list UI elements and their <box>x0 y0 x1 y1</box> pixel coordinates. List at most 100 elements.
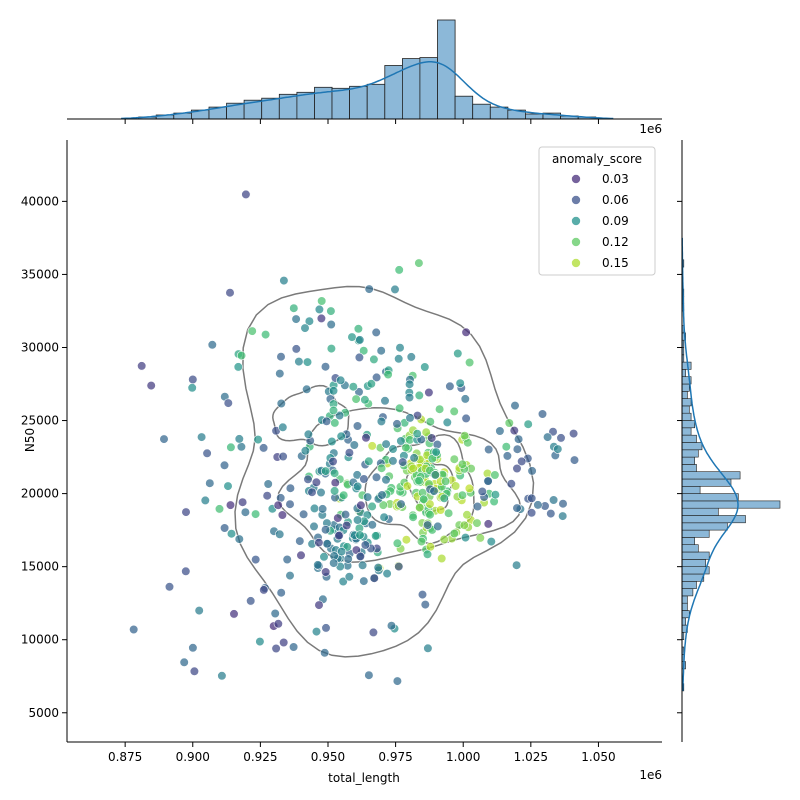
right-hist-bar <box>681 493 739 502</box>
right-hist-bar <box>681 559 706 568</box>
scatter-point <box>328 456 338 467</box>
scatter-point <box>377 490 387 500</box>
scatter-point <box>337 546 347 557</box>
scatter-point <box>380 396 390 406</box>
scatter-point <box>276 352 286 362</box>
scatter-point <box>327 436 337 447</box>
scatter-point <box>502 451 513 461</box>
scatter-point <box>329 558 339 568</box>
scatter-point <box>333 513 343 523</box>
y-tick-label: 40000 <box>21 194 59 208</box>
scatter-point <box>187 383 197 393</box>
scatter-point <box>422 549 433 559</box>
right-hist-bar <box>681 551 710 560</box>
scatter-point <box>381 439 391 449</box>
scatter-point <box>318 504 328 514</box>
scatter-point <box>344 448 355 458</box>
scatter-point <box>311 477 322 487</box>
scatter-point <box>347 332 357 342</box>
scatter-point <box>360 540 371 550</box>
scatter-point <box>304 316 315 326</box>
scatter-point <box>404 392 415 403</box>
scatter-point <box>275 369 285 379</box>
legend-title: anomaly_score <box>552 152 642 166</box>
scatter-point <box>377 463 387 473</box>
scatter-point <box>437 553 447 564</box>
legend-label: 0.15 <box>602 256 629 270</box>
scatter-point <box>495 426 505 436</box>
scatter-point <box>334 531 344 541</box>
scatter-point <box>197 432 207 442</box>
right-hist-bar <box>681 522 728 531</box>
scatter-point <box>247 326 257 336</box>
scatter-point <box>542 432 553 442</box>
scatter-point <box>548 495 559 505</box>
scatter-point <box>511 560 522 570</box>
scatter-point <box>376 416 387 427</box>
scatter-point <box>378 500 388 510</box>
legend-marker <box>571 258 581 268</box>
scatter-point <box>457 490 468 500</box>
right-hist-bar <box>681 369 686 377</box>
scatter-point <box>285 483 296 493</box>
scatter-point <box>220 523 230 533</box>
top-hist-bar <box>366 83 386 120</box>
scatter-point <box>321 623 331 633</box>
scatter-point <box>462 510 472 520</box>
right-hist-bar <box>681 507 719 516</box>
scatter-point <box>435 404 445 414</box>
right-hist-bar <box>681 361 692 370</box>
legend-marker <box>571 174 581 184</box>
scatter-point <box>296 550 306 560</box>
scatter-point <box>319 552 329 562</box>
top-hist-bar <box>437 19 456 120</box>
scatter-point <box>276 398 286 409</box>
scatter-point <box>425 510 435 520</box>
scatter-point <box>344 572 354 582</box>
scatter-point <box>569 455 580 465</box>
x-offset-label: 1e6 <box>639 768 662 782</box>
scatter-point <box>205 478 215 488</box>
scatter-point <box>369 354 379 365</box>
scatter-point <box>262 491 272 501</box>
right-hist-bar <box>681 456 695 465</box>
scatter-point <box>506 479 516 489</box>
scatter-point <box>159 434 169 444</box>
legend-marker <box>571 216 581 226</box>
scatter-point <box>238 497 248 507</box>
scatter-point <box>427 433 437 443</box>
scatter-point <box>436 505 446 515</box>
scatter-point <box>526 508 537 518</box>
scatter-point <box>352 421 363 431</box>
scatter-point <box>335 410 345 421</box>
scatter-point <box>316 487 326 498</box>
scatter-point <box>490 490 501 500</box>
scatter-point <box>460 431 470 441</box>
y-tick-label: 20000 <box>21 487 59 501</box>
top-offset-label: 1e6 <box>639 122 662 136</box>
scatter-point <box>313 560 323 570</box>
scatter-point <box>373 562 383 573</box>
scatter-point <box>321 525 331 535</box>
scatter-point <box>366 379 376 389</box>
scatter-point <box>414 476 424 486</box>
right-hist-bar <box>681 537 695 546</box>
scatter-point <box>461 327 471 337</box>
scatter-point <box>367 501 377 512</box>
scatter-point <box>225 500 236 510</box>
legend: anomaly_score 0.03 0.06 0.09 0.12 0.15 <box>538 146 656 276</box>
top-hist-bar <box>401 58 421 120</box>
scatter-point <box>321 466 331 476</box>
scatter-point <box>255 636 265 647</box>
scatter-point <box>371 531 381 541</box>
scatter-point <box>398 457 408 467</box>
scatter-point <box>527 466 537 476</box>
scatter-point <box>417 589 428 600</box>
y-tick-label: 10000 <box>21 633 59 647</box>
scatter-point <box>513 434 524 444</box>
scatter-point <box>322 539 332 549</box>
scatter-point <box>240 507 250 517</box>
scatter-point <box>553 444 563 454</box>
right-hist-bar <box>681 529 710 538</box>
scatter-point <box>425 499 435 509</box>
